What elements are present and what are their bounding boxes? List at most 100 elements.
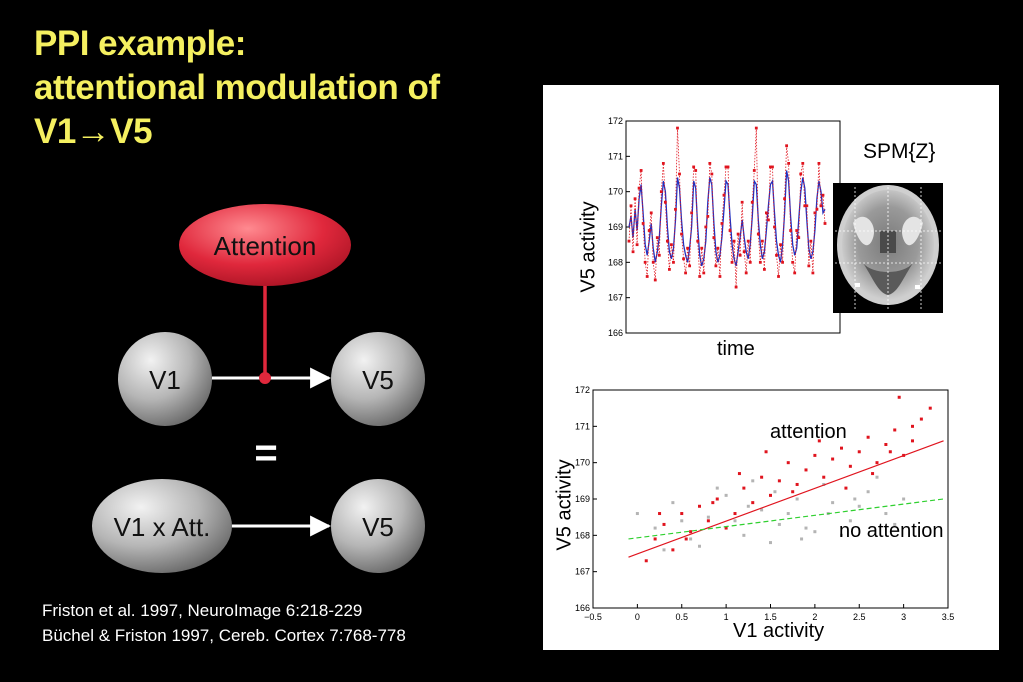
timeseries-data-point — [819, 204, 823, 208]
timeseries-data-point — [633, 197, 637, 201]
scatter-xtick-label: 0.5 — [675, 612, 688, 622]
attention-point — [817, 439, 821, 443]
timeseries-data-point — [712, 236, 716, 239]
attention-label: Attention — [214, 231, 317, 261]
no-attention-point — [698, 544, 701, 548]
timeseries-data-point — [732, 239, 736, 243]
timeseries-data-point — [629, 204, 633, 208]
timeseries-data-point — [655, 236, 659, 239]
timeseries-data-point — [708, 162, 712, 165]
timeseries-data-point — [686, 246, 689, 250]
attention-point — [840, 446, 843, 450]
attention-point — [893, 428, 897, 432]
timeseries-data-point — [742, 250, 746, 254]
no-attention-point — [800, 537, 804, 541]
timeseries-fitted-line — [628, 170, 826, 267]
v5-bottom-node: V5 — [331, 479, 425, 573]
attention-point — [711, 501, 715, 505]
no-attention-point — [689, 537, 693, 541]
attention-point — [875, 461, 879, 465]
timeseries-data-point — [631, 250, 635, 254]
timeseries-data-point — [672, 260, 675, 264]
attention-point — [653, 537, 657, 541]
scatter-xlabel: V1 activity — [733, 620, 825, 642]
no-attention-point — [680, 519, 684, 523]
timeseries-data-point — [762, 268, 766, 271]
scatter-ytick-label: 172 — [575, 385, 590, 395]
attention-point — [844, 486, 848, 490]
attention-point — [662, 522, 666, 526]
attention-point — [848, 464, 852, 468]
timeseries-data-point — [661, 162, 665, 165]
timeseries-data-point — [718, 275, 722, 278]
timeseries-ytick-label: 172 — [608, 116, 623, 126]
timeseries-data-point — [637, 186, 641, 190]
no-attention-point — [840, 533, 843, 537]
no-attention-point — [884, 512, 888, 516]
timeseries-ytick-label: 166 — [608, 328, 623, 338]
slide-title: PPI example: attentional modulation of V… — [34, 22, 440, 154]
timeseries-data-point — [769, 165, 772, 169]
timeseries-data-point — [756, 232, 760, 236]
timeseries-data-point — [704, 225, 708, 229]
attention-point — [658, 512, 662, 516]
scatter-xtick-label: 0 — [635, 612, 640, 622]
scatter-ytick-label: 169 — [575, 494, 590, 504]
no-attention-point — [813, 530, 817, 534]
timeseries-data-point — [813, 211, 817, 215]
ppi-diagram: Attention V1 V5 = V1 x Att. V5 — [92, 204, 425, 573]
no-attention-point — [786, 512, 790, 516]
title-line-1: PPI example: — [34, 24, 246, 63]
v1-label: V1 — [149, 365, 181, 395]
timeseries-data-point — [809, 239, 813, 243]
timeseries-data-point — [676, 126, 679, 130]
attention-point — [897, 395, 901, 399]
timeseries-data-point — [645, 275, 649, 278]
timeseries-data-point — [807, 264, 811, 268]
timeseries-data-point — [716, 246, 720, 250]
timeseries-data-point — [668, 268, 671, 271]
no-attention-point — [804, 526, 808, 530]
timeseries-data-point — [793, 271, 797, 275]
timeseries-ytick-label: 168 — [608, 257, 623, 267]
timeseries-data-point — [821, 193, 825, 197]
attention-point — [733, 512, 737, 516]
timeseries-data-point — [785, 144, 789, 148]
timeseries-data-point — [643, 260, 647, 264]
attention-point — [919, 417, 923, 421]
brain-label: SPM{Z} — [863, 140, 936, 163]
timeseries-data-point — [748, 260, 752, 264]
no-attention-point — [662, 548, 666, 552]
timeseries-data-point — [736, 232, 740, 236]
scatter-xtick-label: 3 — [901, 612, 906, 622]
timeseries-data-point — [799, 172, 803, 176]
scatter-xtick-label: 1 — [724, 612, 729, 622]
interaction-label: V1 x Att. — [114, 512, 211, 542]
attention-point — [871, 472, 875, 476]
timeseries-data-point — [724, 165, 728, 169]
no-attention-point — [853, 497, 857, 501]
no-attention-point — [795, 497, 799, 501]
timeseries-data-point — [752, 169, 756, 172]
timeseries-data-point — [779, 243, 782, 247]
timeseries-data-point — [765, 211, 768, 215]
timeseries-data-point — [706, 215, 710, 218]
timeseries-data-point — [750, 200, 754, 204]
attention-point — [911, 439, 914, 443]
timeseries-data-point — [801, 162, 805, 165]
scatter-ylabel: V5 activity — [553, 459, 576, 551]
timeseries-data-point — [787, 162, 791, 165]
attention-point — [737, 472, 741, 476]
attention-point — [684, 537, 688, 541]
timeseries-data-point — [811, 271, 815, 275]
v5-bottom-label: V5 — [362, 512, 394, 542]
timeseries-data-point — [688, 264, 692, 268]
no-attention-point — [653, 526, 657, 530]
no-attention-point — [773, 490, 777, 494]
timeseries-data-point — [805, 204, 809, 208]
no-attention-point — [777, 522, 781, 526]
timeseries-data-point — [783, 197, 786, 201]
no-attention-point — [733, 519, 737, 523]
timeseries-data-point — [700, 246, 704, 250]
attention-point — [777, 479, 781, 483]
